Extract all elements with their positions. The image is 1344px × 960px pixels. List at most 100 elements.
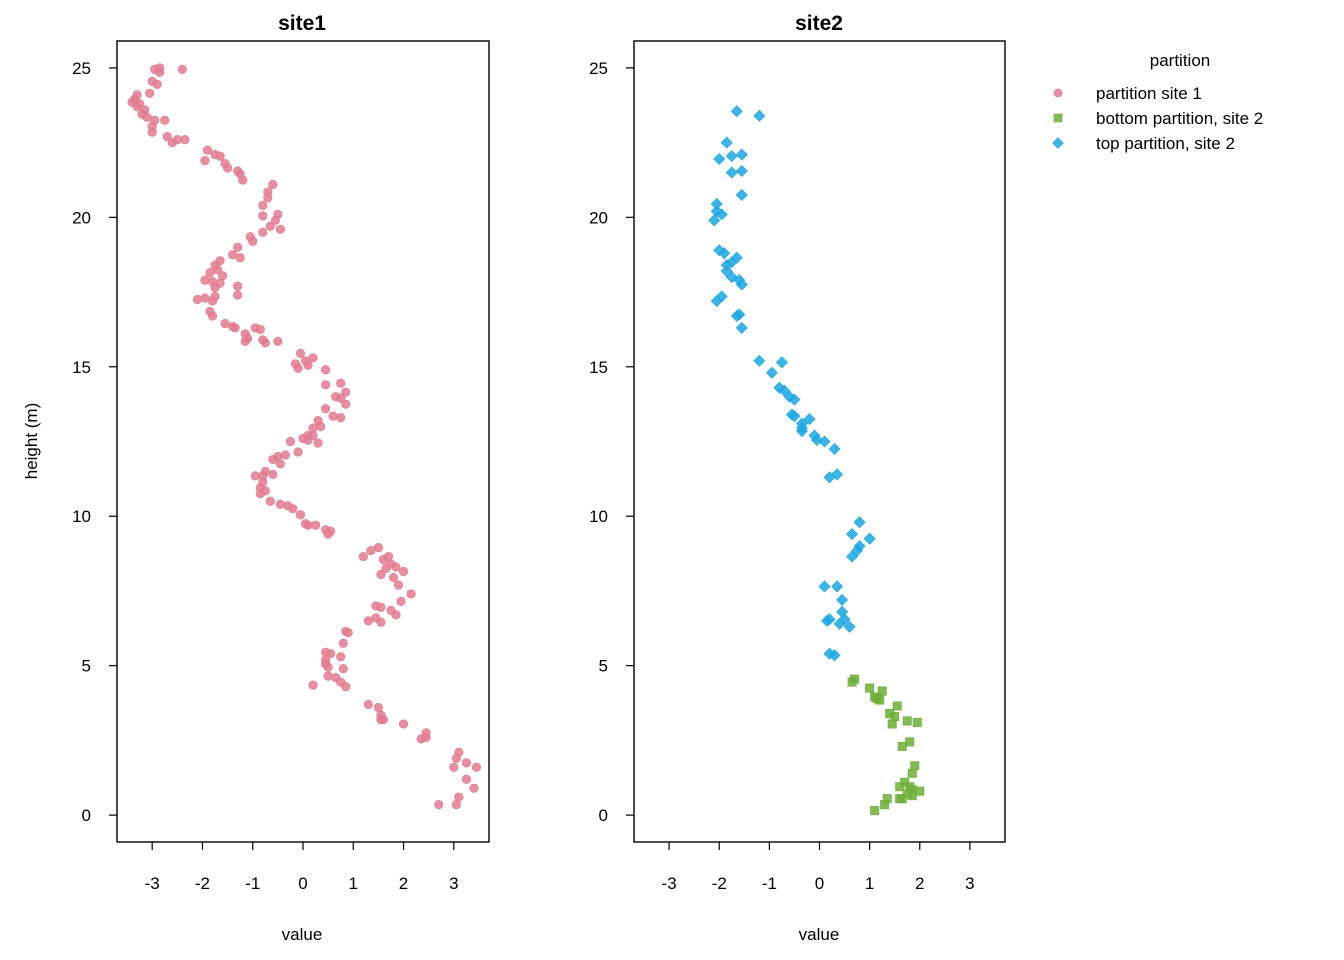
data-point (378, 554, 389, 565)
data-point (336, 393, 346, 403)
data-point (735, 164, 748, 178)
data-point (376, 617, 386, 627)
data-point (725, 271, 738, 284)
data-point (268, 469, 278, 479)
y-tick-label: 5 (599, 657, 608, 676)
data-point (202, 145, 213, 155)
data-point (877, 686, 887, 696)
data-point (155, 67, 165, 77)
data-point (788, 393, 801, 406)
data-point (897, 741, 907, 751)
data-point (388, 572, 399, 583)
panel-title-site1: site1 (278, 12, 326, 35)
legend-title: partition (1150, 51, 1210, 70)
x-tick-label: -3 (145, 874, 160, 893)
data-point (263, 193, 273, 203)
data-point (205, 268, 215, 278)
data-point (461, 758, 471, 768)
data-point (336, 378, 346, 388)
y-tick-label: 15 (589, 358, 608, 377)
data-point (710, 295, 723, 308)
data-point (451, 753, 461, 763)
y-tick-label: 0 (599, 806, 608, 825)
data-point (313, 438, 323, 448)
x-tick-label: -1 (245, 874, 260, 893)
data-point (730, 251, 743, 264)
data-point (461, 774, 471, 784)
legend-marker-diamond (1052, 137, 1064, 149)
panel-site2: site2 0 5 10 15 20 25 -3 -2 -1 0 1 2 3 value (589, 12, 1006, 944)
x-tick-label: 3 (965, 874, 974, 893)
x-axis-site1: -3 -2 -1 0 1 2 3 (145, 842, 459, 893)
data-point (268, 454, 278, 465)
data-point (863, 532, 876, 545)
data-point (338, 638, 348, 648)
data-point (250, 471, 260, 481)
x-tick-label: -2 (712, 874, 727, 893)
data-point (833, 617, 846, 630)
data-point (240, 336, 250, 346)
data-point (210, 282, 220, 293)
data-point (720, 136, 733, 149)
legend-label: bottom partition, site 2 (1096, 109, 1263, 128)
data-point (323, 662, 333, 672)
data-point (363, 699, 373, 710)
data-point (735, 148, 748, 161)
data-point (258, 200, 268, 210)
data-point (295, 510, 306, 520)
data-point (449, 762, 459, 772)
y-tick-label: 15 (72, 358, 91, 377)
data-point (273, 336, 283, 346)
data-point (391, 562, 401, 572)
data-point (398, 719, 409, 729)
data-point (341, 387, 351, 397)
data-point (843, 620, 856, 633)
data-point (708, 214, 721, 227)
y-tick-label: 25 (589, 59, 608, 78)
data-point (396, 596, 406, 607)
data-point (233, 290, 243, 300)
x-tick-label: 1 (865, 874, 874, 893)
y-tick-label: 0 (82, 806, 91, 825)
data-point (275, 459, 285, 469)
data-point (295, 348, 306, 358)
data-point (818, 435, 831, 448)
x-tick-label: 0 (298, 874, 307, 893)
data-point (238, 175, 248, 185)
data-point (823, 471, 836, 484)
y-axis-site2: 0 5 10 15 20 25 (589, 59, 634, 825)
data-point (192, 294, 203, 305)
data-point (753, 354, 766, 367)
data-point (293, 363, 303, 373)
y-axis-site1: 0 5 10 15 20 25 (72, 59, 117, 825)
data-point (310, 520, 321, 530)
points-site1 (127, 63, 482, 810)
data-point (471, 762, 482, 772)
x-tick-label: 0 (815, 874, 824, 893)
legend-marker-square (1053, 113, 1063, 123)
data-point (810, 433, 824, 447)
data-point (323, 529, 333, 539)
data-point (715, 290, 728, 303)
data-point (265, 496, 275, 506)
data-point (895, 794, 905, 804)
data-point (160, 115, 170, 125)
data-point (912, 717, 922, 727)
x-tick-label: 2 (399, 874, 408, 893)
legend: partition partition site 1 bottom partiti… (1052, 51, 1263, 153)
data-point (321, 404, 331, 414)
data-point (887, 719, 897, 729)
x-axis-label-site2: value (799, 925, 840, 944)
data-point (145, 88, 155, 98)
data-point (416, 734, 426, 744)
x-tick-label: 1 (349, 874, 358, 893)
data-point (846, 528, 859, 541)
data-point (870, 806, 880, 816)
x-axis-label-site1: value (282, 925, 323, 944)
data-point (366, 545, 376, 556)
plot-frame-site2 (633, 40, 1006, 843)
plot-frame-site1 (116, 40, 490, 843)
data-point (177, 64, 187, 74)
data-point (343, 628, 353, 638)
data-point (215, 151, 225, 161)
